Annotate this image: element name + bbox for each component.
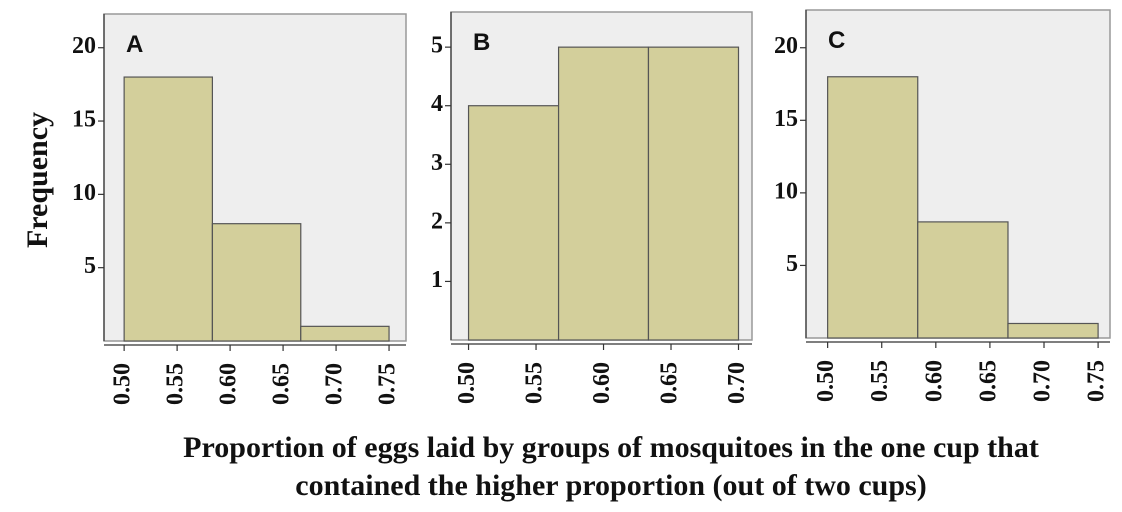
y-tick-label: 3 <box>431 150 443 176</box>
y-axis-label: Frequency <box>21 112 54 248</box>
histogram-bar <box>123 76 214 342</box>
y-tick-label: 15 <box>774 106 798 132</box>
x-tick-label: 0.55 <box>163 363 189 405</box>
histogram-bar <box>300 325 390 342</box>
histogram-bar <box>467 105 560 341</box>
x-axis-label: Proportion of eggs laid by groups of mos… <box>183 431 1039 464</box>
y-tick-label: 5 <box>431 33 443 59</box>
y-tick-label: 10 <box>774 178 798 204</box>
histogram-bar <box>917 221 1009 339</box>
y-tick-label: 5 <box>84 253 96 279</box>
y-tick-label: 15 <box>72 107 96 133</box>
x-tick-label: 0.70 <box>1030 360 1056 402</box>
x-tick-label: 0.55 <box>867 360 893 402</box>
y-tick-label: 5 <box>786 251 798 277</box>
y-tick-label: 4 <box>431 91 443 117</box>
y-tick-label: 20 <box>72 33 96 59</box>
x-tick-label: 0.50 <box>110 363 136 405</box>
panel-label: B <box>473 29 490 56</box>
x-tick-label: 0.60 <box>921 360 947 402</box>
x-tick-label: 0.75 <box>1084 360 1110 402</box>
y-tick-label: 2 <box>431 208 443 234</box>
x-tick-label: 0.75 <box>375 363 401 405</box>
x-tick-label: 0.55 <box>522 362 548 404</box>
x-tick-label: 0.50 <box>454 362 480 404</box>
y-tick-label: 20 <box>774 33 798 59</box>
panel-label: C <box>828 27 845 54</box>
histogram-bar <box>827 76 919 339</box>
x-tick-label: 0.65 <box>975 360 1001 402</box>
x-tick-label: 0.60 <box>589 362 615 404</box>
x-tick-label: 0.65 <box>657 362 683 404</box>
x-axis-label: contained the higher proportion (out of … <box>295 469 926 502</box>
histogram-bar <box>557 46 650 341</box>
panel-label: A <box>126 31 143 58</box>
histogram-bar <box>1007 322 1099 339</box>
x-tick-label: 0.50 <box>813 360 839 402</box>
x-tick-label: 0.70 <box>724 362 750 404</box>
x-tick-label: 0.70 <box>322 363 348 405</box>
y-tick-label: 10 <box>72 180 96 206</box>
x-tick-label: 0.60 <box>216 363 242 405</box>
histogram-bar <box>647 46 740 341</box>
histogram-bar <box>211 223 302 342</box>
x-tick-label: 0.65 <box>269 363 295 405</box>
y-tick-label: 1 <box>431 267 443 293</box>
